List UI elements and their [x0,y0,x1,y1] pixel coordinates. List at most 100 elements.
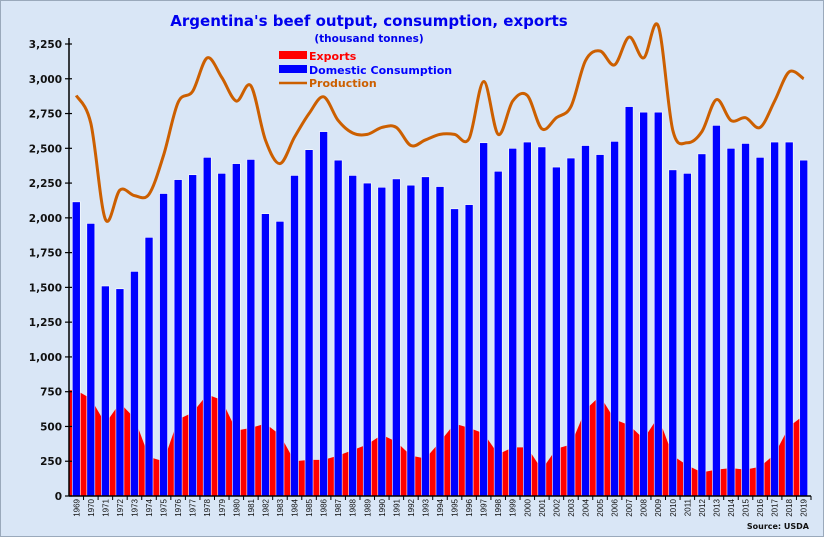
y-tick-label: 3,250 [29,39,62,51]
chart-title: Argentina's beef output, consumption, ex… [170,12,567,30]
x-tick-label: 2011 [683,498,692,516]
legend-swatch-consumption [279,65,307,73]
consumption-bar-1976 [173,179,183,497]
x-tick-label: 2019 [800,498,809,516]
x-tick-label: 1994 [436,498,445,516]
x-tick-label: 1988 [349,498,358,516]
x-tick-label: 1976 [174,498,183,516]
consumption-bar-1993 [421,176,430,497]
consumption-bar-2006 [610,141,619,497]
consumption-bar-1975 [159,193,168,497]
x-tick-label: 2017 [771,498,780,516]
x-tick-label: 1974 [145,498,154,516]
y-tick-label: 2,250 [29,178,62,190]
consumption-bar-1981 [246,159,256,497]
y-tick-label: 3,000 [29,74,62,86]
y-tick-label: 2,000 [29,213,62,225]
x-tick-label: 2004 [581,498,590,516]
consumption-bar-1969 [71,201,81,497]
consumption-bar-1972 [115,288,125,497]
x-tick-label: 1996 [465,498,474,516]
y-tick-label: 1,500 [29,282,62,294]
y-tick-label: 250 [40,456,62,468]
x-tick-label: 1983 [276,498,285,516]
x-tick-label: 1980 [232,498,241,516]
x-tick-label: 1997 [480,498,489,516]
consumption-bar-2019 [799,159,809,497]
consumption-bar-1985 [304,149,314,497]
y-tick-label: 1,250 [29,317,62,329]
x-tick-label: 1975 [160,498,169,516]
consumption-bar-2004 [581,145,590,497]
x-tick-label: 1998 [494,498,503,516]
x-tick-label: 1992 [407,498,416,516]
x-tick-label: 2005 [596,498,605,516]
consumption-bar-1979 [217,173,227,497]
consumption-bar-1986 [319,131,328,497]
y-tick-label: 1,000 [29,352,62,364]
x-tick-label: 1972 [116,498,125,516]
x-tick-label: 1978 [203,498,212,516]
x-tick-label: 1970 [87,498,96,516]
consumption-bar-1990 [377,186,387,497]
x-tick-label: 2006 [611,498,620,516]
consumption-bar-1987 [333,159,343,497]
x-tick-label: 1990 [378,498,387,516]
consumption-bar-2018 [784,141,794,497]
y-tick-label: 2,500 [29,143,62,155]
x-tick-label: 1985 [305,498,314,516]
consumption-bar-2016 [755,157,765,497]
x-tick-label: 2003 [567,498,576,516]
x-tick-label: 1987 [334,498,343,516]
x-tick-label: 1982 [261,498,270,516]
consumption-bar-2017 [770,141,779,497]
consumption-bar-1971 [101,285,110,497]
consumption-bar-2011 [683,173,692,497]
x-tick-label: 1977 [189,498,198,516]
x-tick-label: 2018 [785,498,794,516]
consumption-bar-1998 [493,170,503,497]
consumption-bar-1988 [348,175,358,497]
legend-label-production: Production [309,77,377,90]
consumption-bar-1992 [406,184,416,497]
consumption-bar-2010 [668,169,678,497]
x-tick-label: 1981 [247,498,256,516]
x-tick-label: 2012 [698,498,707,516]
x-tick-label: 1991 [392,498,401,516]
x-tick-label: 1995 [451,498,460,516]
consumption-bar-2014 [726,148,736,497]
consumption-bar-2012 [697,153,707,497]
consumption-bar-1974 [144,237,154,497]
y-tick-label: 750 [40,387,62,399]
x-tick-label: 1973 [130,498,139,516]
x-tick-label: 1989 [363,498,372,516]
consumption-bar-1970 [86,223,96,497]
consumption-bar-1982 [261,213,270,497]
consumption-bar-1978 [202,157,212,497]
x-tick-label: 2001 [538,498,547,516]
x-tick-label: 2010 [669,498,678,516]
y-tick-label: 500 [40,421,62,433]
production-line [74,22,805,223]
consumption-bar-1999 [508,148,518,497]
legend-label-consumption: Domestic Consumption [309,64,452,77]
x-tick-label: 2016 [756,498,765,516]
source-note: Source: USDA [747,522,810,531]
x-tick-label: 1979 [218,498,227,516]
consumption-bar-2015 [741,143,750,497]
consumption-bar-1996 [464,204,474,497]
consumption-bar-1984 [290,175,299,497]
consumption-bar-1977 [188,174,197,497]
consumption-bar-1989 [362,182,372,497]
x-tick-label: 1984 [291,498,300,516]
x-tick-label: 1993 [421,498,430,516]
y-tick-label: 1,750 [29,248,62,260]
x-tick-label: 2008 [640,498,649,516]
x-tick-label: 1969 [72,498,81,516]
consumption-bar-1983 [275,221,285,497]
consumption-bar-2003 [566,157,576,497]
legend-label-exports: Exports [309,50,357,63]
x-tick-label: 1986 [320,498,329,516]
